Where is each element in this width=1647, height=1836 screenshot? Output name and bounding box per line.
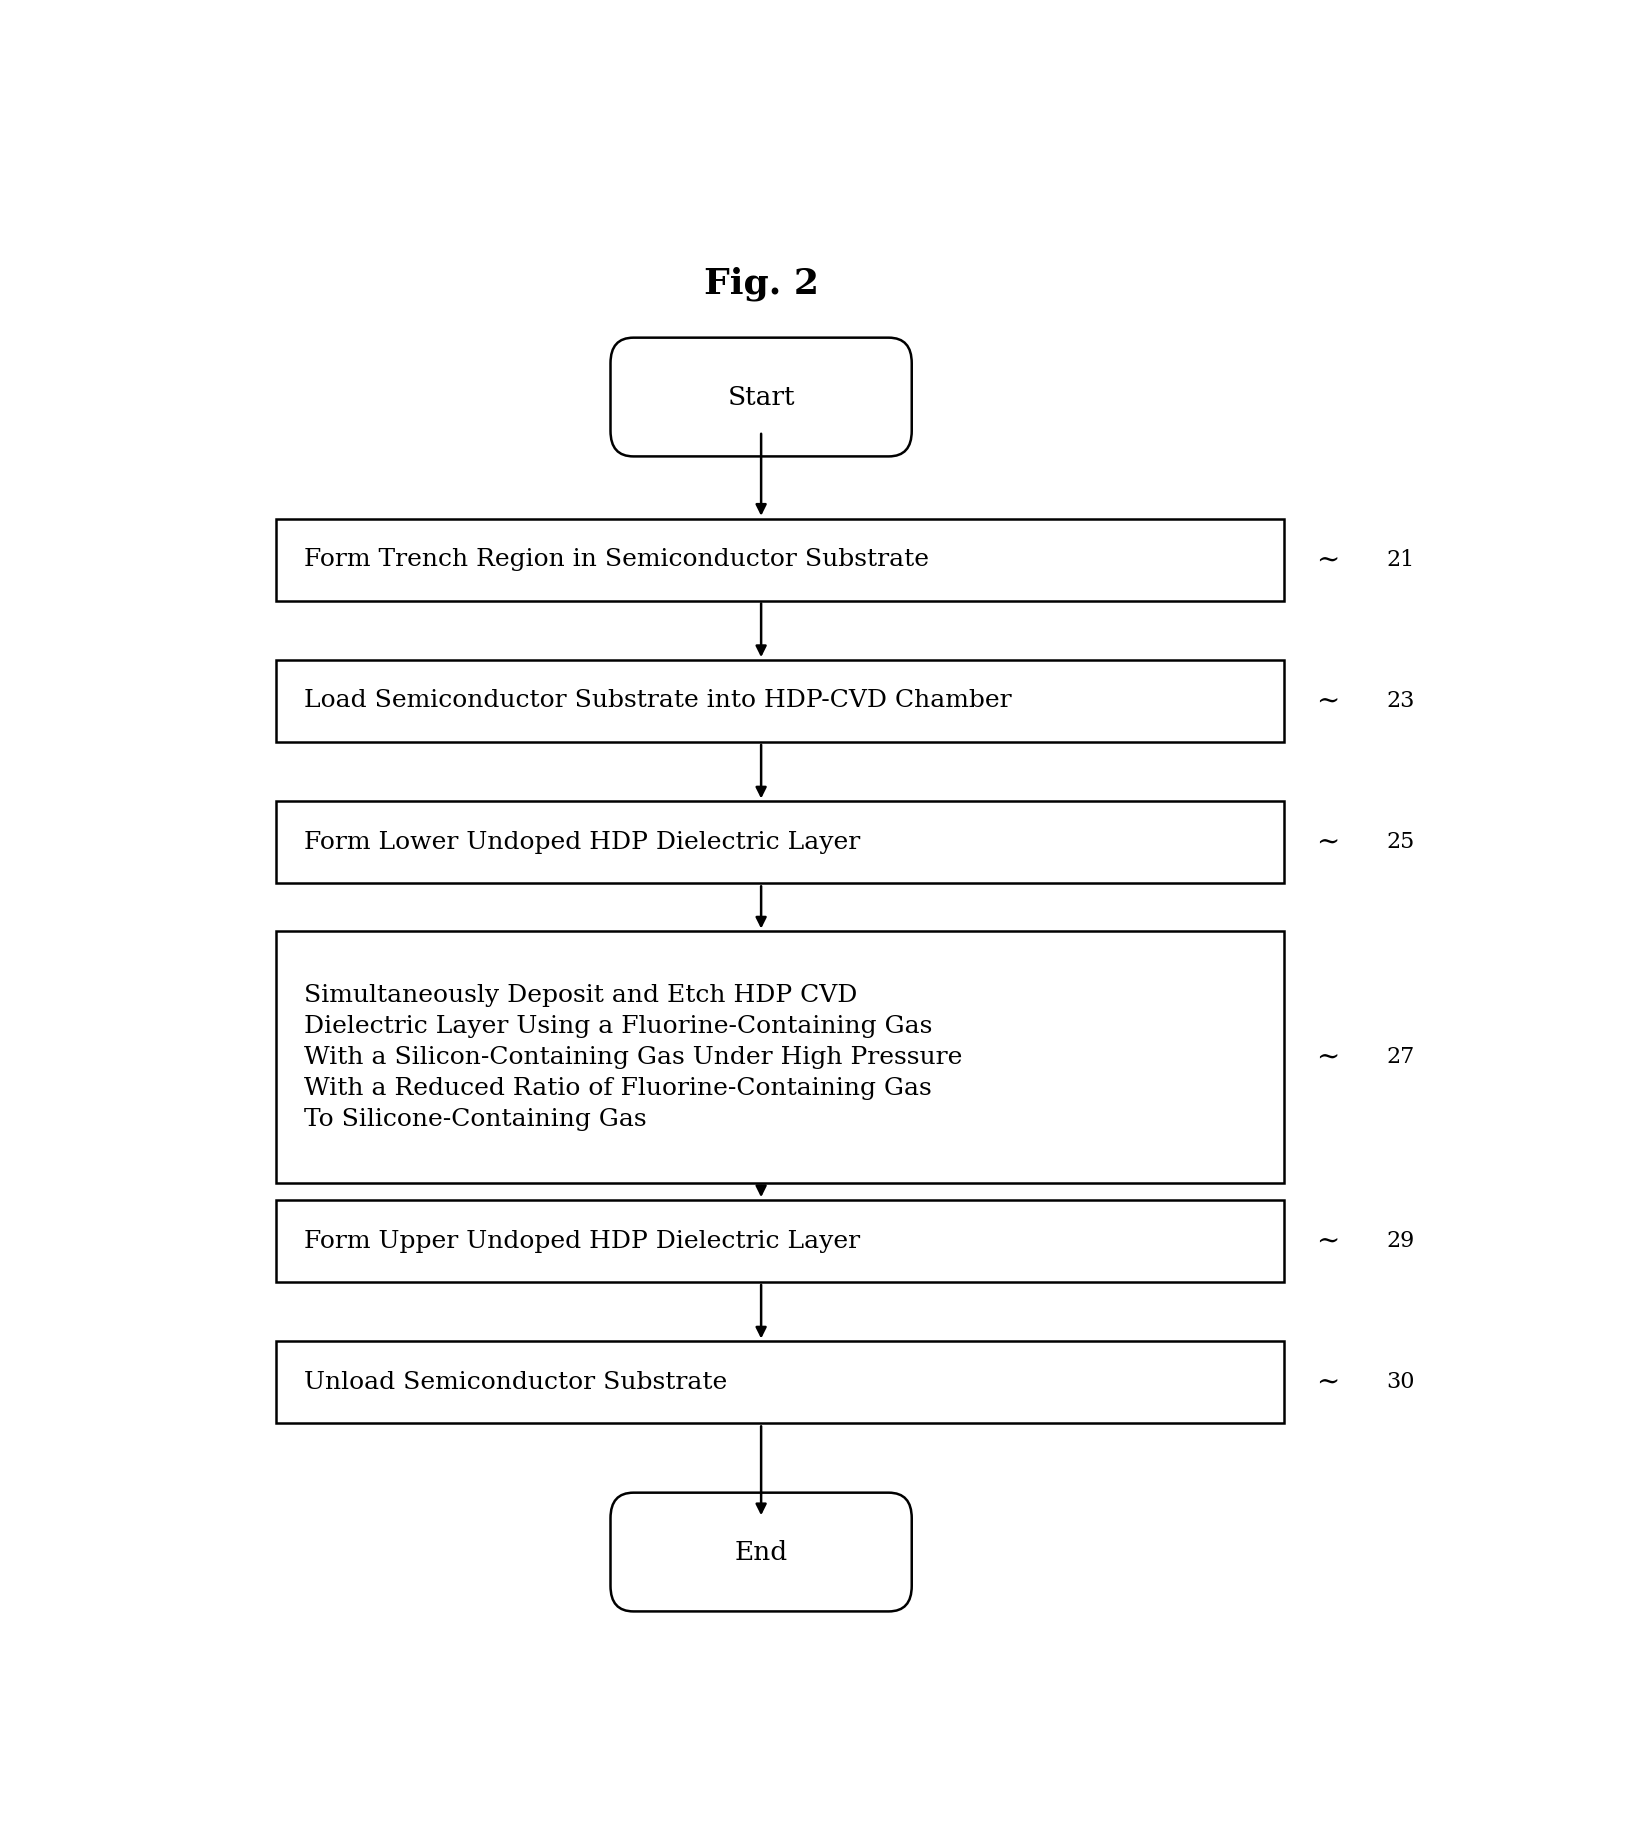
Text: Load Semiconductor Substrate into HDP-CVD Chamber: Load Semiconductor Substrate into HDP-CV… [305, 690, 1011, 712]
Text: 21: 21 [1387, 549, 1415, 571]
Text: ∼: ∼ [1316, 545, 1339, 573]
FancyBboxPatch shape [277, 1342, 1285, 1423]
Text: Unload Semiconductor Substrate: Unload Semiconductor Substrate [305, 1371, 728, 1394]
Text: ∼: ∼ [1316, 1228, 1339, 1254]
FancyBboxPatch shape [277, 800, 1285, 883]
Text: 29: 29 [1387, 1230, 1415, 1252]
Text: ∼: ∼ [1316, 1043, 1339, 1070]
Text: ∼: ∼ [1316, 687, 1339, 714]
FancyBboxPatch shape [611, 338, 912, 457]
Text: 27: 27 [1387, 1047, 1415, 1069]
Text: Fig. 2: Fig. 2 [703, 266, 819, 301]
Text: Form Lower Undoped HDP Dielectric Layer: Form Lower Undoped HDP Dielectric Layer [305, 832, 860, 854]
FancyBboxPatch shape [277, 518, 1285, 600]
Text: ∼: ∼ [1316, 1370, 1339, 1395]
FancyBboxPatch shape [277, 659, 1285, 742]
Text: End: End [735, 1540, 787, 1564]
FancyBboxPatch shape [277, 1201, 1285, 1282]
Text: 23: 23 [1387, 690, 1415, 712]
Text: 30: 30 [1387, 1371, 1415, 1394]
Text: Form Upper Undoped HDP Dielectric Layer: Form Upper Undoped HDP Dielectric Layer [305, 1230, 860, 1252]
FancyBboxPatch shape [611, 1493, 912, 1612]
FancyBboxPatch shape [277, 931, 1285, 1182]
Text: ∼: ∼ [1316, 828, 1339, 856]
Text: Start: Start [728, 384, 796, 409]
Text: Form Trench Region in Semiconductor Substrate: Form Trench Region in Semiconductor Subs… [305, 549, 929, 571]
Text: 25: 25 [1387, 832, 1415, 854]
Text: Simultaneously Deposit and Etch HDP CVD
Dielectric Layer Using a Fluorine-Contai: Simultaneously Deposit and Etch HDP CVD … [305, 984, 962, 1131]
